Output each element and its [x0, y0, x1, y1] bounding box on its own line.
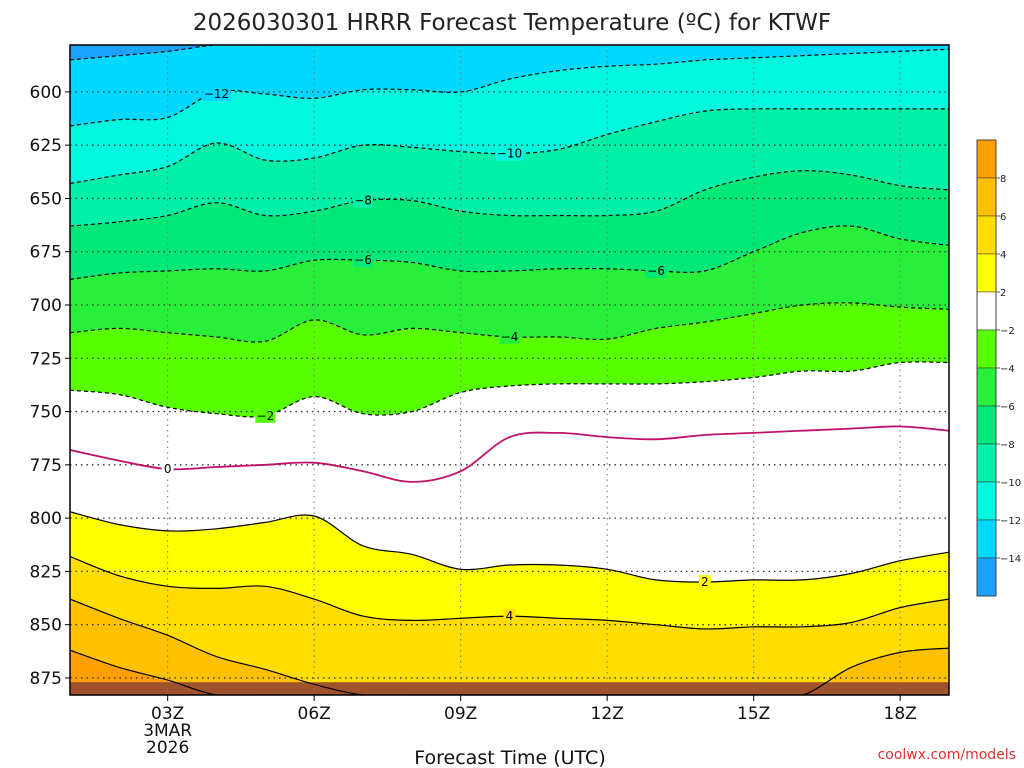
colorbar-label-7: −8: [1000, 440, 1015, 451]
colorbar-swatch-2: [976, 253, 997, 293]
y-tick-label-675: 675: [30, 243, 62, 263]
colorbar-label-5: −4: [1000, 364, 1015, 375]
x-tick-label-15Z: 15Z: [737, 704, 770, 724]
contour-label-0: −12: [204, 87, 229, 101]
contour-label-8: 2: [701, 575, 709, 589]
colorbar-label-8: −10: [1000, 478, 1021, 489]
x-date-label: 3MAR: [143, 721, 192, 741]
colorbar-swatch-4: [976, 215, 997, 255]
colorbar-label-6: −6: [1000, 402, 1015, 413]
colorbar-label-4: −2: [1000, 326, 1015, 337]
contour-label-bg-4: [646, 263, 666, 278]
x-year-label: 2026: [146, 738, 189, 758]
contour-label-7: 0: [164, 462, 172, 476]
colorbar: 8 6 4 2 −2 −4 −6 −8 −10 −12 −14: [976, 139, 1021, 597]
x-tick-label-18Z: 18Z: [884, 704, 917, 724]
contour-label-bg-9: [503, 609, 516, 624]
colorbar-swatch--6: [976, 367, 997, 407]
contour-label-bg-6: [255, 408, 276, 423]
colorbar-swatch--8: [976, 405, 997, 445]
colorbar-swatch--4: [976, 329, 997, 369]
contour-label-6: −2: [256, 409, 274, 423]
x-tick-label-06Z: 06Z: [298, 704, 331, 724]
contour-label-bg-5: [499, 329, 520, 344]
contour-label-bg-2: [353, 193, 373, 208]
colorbar-swatch-6: [976, 177, 997, 217]
colorbar-swatch--16: [976, 557, 997, 597]
contour-label-2: −8: [354, 194, 372, 208]
colorbar-swatch--10: [976, 443, 997, 483]
x-tick-label-03Z: 03Z: [151, 704, 184, 724]
y-tick-label-725: 725: [30, 349, 62, 369]
contour-label-9: 4: [506, 609, 514, 623]
colorbar-swatch--12: [976, 481, 997, 521]
contour-labels: −12 −10 −8 −6 −6 −4 −2 0 2 4: [161, 87, 711, 624]
colorbar-label-2: 4: [1000, 250, 1006, 261]
colorbar-swatch-8: [976, 139, 997, 179]
isotherm-line-2: [70, 511, 949, 583]
x-axis-label: Forecast Time (UTC): [414, 747, 605, 768]
y-tick-label-775: 775: [30, 456, 62, 476]
colorbar-label-10: −14: [1000, 554, 1021, 565]
plot-area: [70, 45, 949, 695]
credit-link[interactable]: coolwx.com/models: [878, 747, 1016, 763]
contour-label-4: −6: [647, 264, 665, 278]
colorbar-swatch--14: [976, 519, 997, 559]
y-axis: 600 625 650 675 700 725 750 775 800 825 850 875: [30, 83, 70, 689]
contour-label-bg-7: [161, 462, 174, 477]
ground-fill: [70, 682, 949, 695]
plot-frame: [69, 44, 950, 696]
chart-title: 2026030301 HRRR Forecast Temperature (ºC…: [193, 10, 831, 36]
colorbar-label-9: −12: [1000, 516, 1021, 527]
colorbar-label-3: 2: [1000, 288, 1006, 299]
contour-label-3: −6: [354, 253, 372, 267]
band-fill-above-4: [70, 556, 949, 695]
y-tick-label-600: 600: [30, 83, 62, 103]
y-tick-label-625: 625: [30, 136, 62, 156]
contour-label-bg-1: [495, 146, 524, 161]
contour-label-1: −10: [497, 147, 522, 161]
isotherm-line--10: [70, 108, 949, 185]
y-tick-label-875: 875: [30, 669, 62, 689]
colorbar-label-1: 6: [1000, 212, 1006, 223]
isotherm-line--2: [70, 361, 949, 418]
y-tick-label-750: 750: [30, 403, 62, 423]
isotherm-line-6: [70, 598, 949, 695]
isotherm-line--12: [70, 48, 949, 127]
x-tick-label-12Z: 12Z: [591, 704, 624, 724]
contour-label-bg-0: [202, 87, 231, 102]
y-tick-label-825: 825: [30, 562, 62, 582]
isotherm-line-0: [70, 425, 949, 483]
y-tick-label-700: 700: [30, 296, 62, 316]
x-tick-label-09Z: 09Z: [444, 704, 477, 724]
y-tick-label-650: 650: [30, 189, 62, 209]
isotherm-line--8: [70, 170, 949, 227]
y-tick-label-800: 800: [30, 509, 62, 529]
colorbar-swatch--2: [976, 291, 997, 331]
isotherm-line--6: [70, 225, 949, 280]
contour-label-bg-8: [698, 575, 711, 590]
y-tick-label-850: 850: [30, 616, 62, 636]
contour-label-bg-3: [353, 253, 373, 268]
colorbar-label-0: 8: [1000, 174, 1006, 185]
contour-label-5: −4: [501, 330, 519, 344]
